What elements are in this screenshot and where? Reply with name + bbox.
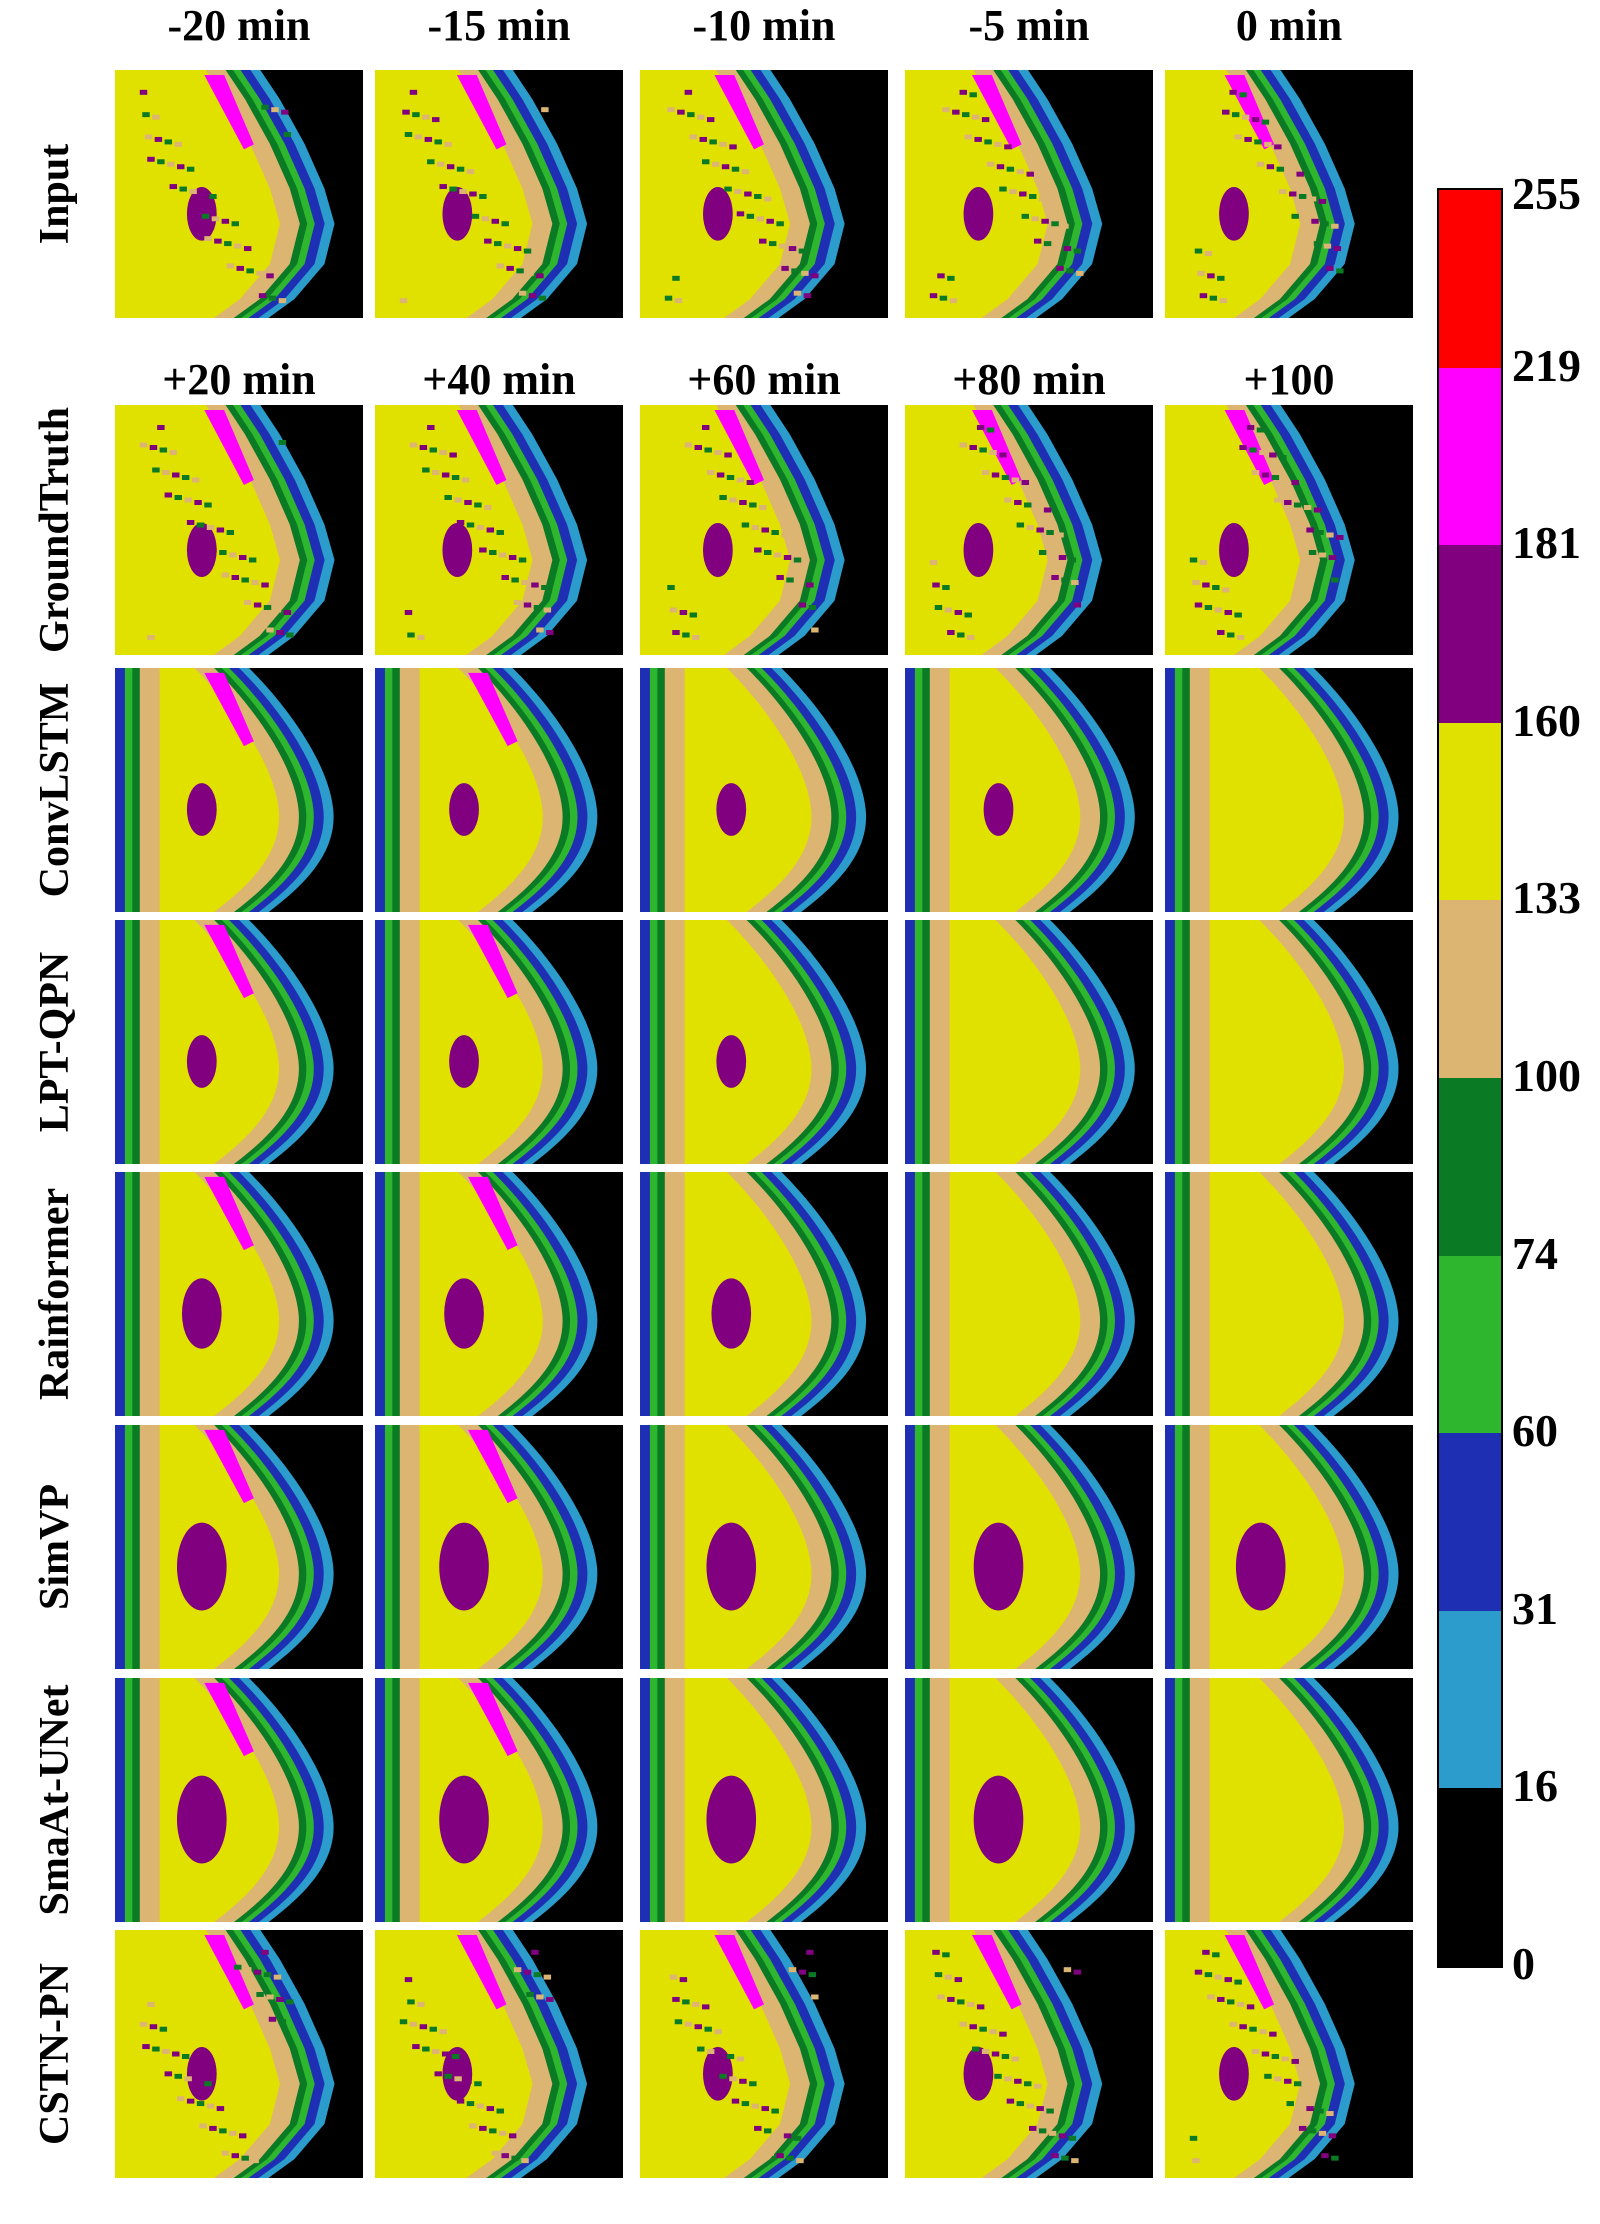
radar-panel-cstn-pn-3 xyxy=(640,1930,888,2178)
radar-panel-lpt-qpn-5 xyxy=(1165,920,1413,1164)
forecast-time-header: +100 xyxy=(1243,355,1335,404)
radar-panel-smaat-unet-5 xyxy=(1165,1678,1413,1922)
colorbar-tick-label: 181 xyxy=(1512,517,1581,569)
radar-panel-convlstm-5 xyxy=(1165,668,1413,912)
input-time-header: -20 min xyxy=(167,1,311,50)
radar-panel-cstn-pn-1 xyxy=(115,1930,363,2178)
radar-panel-input-4 xyxy=(905,70,1153,318)
radar-panel-rainformer-5 xyxy=(1165,1172,1413,1416)
radar-panel-groundtruth-1 xyxy=(115,405,363,655)
colorbar-tick-label: 60 xyxy=(1512,1405,1558,1457)
forecast-time-header: +80 min xyxy=(952,355,1106,404)
radar-panel-cstn-pn-5 xyxy=(1165,1930,1413,2178)
colorbar-tick-label: 219 xyxy=(1512,339,1581,391)
row-label-input: Input xyxy=(32,143,78,245)
radar-panel-rainformer-3 xyxy=(640,1172,888,1416)
radar-panel-lpt-qpn-1 xyxy=(115,920,363,1164)
forecast-time-header: +40 min xyxy=(422,355,576,404)
radar-panel-lpt-qpn-2 xyxy=(375,920,623,1164)
input-time-header: -15 min xyxy=(427,1,571,50)
radar-panel-input-5 xyxy=(1165,70,1413,318)
colorbar-tick-label: 100 xyxy=(1512,1050,1581,1101)
colorbar-tick-label: 31 xyxy=(1512,1582,1558,1634)
radar-panel-rainformer-2 xyxy=(375,1172,623,1416)
radar-panel-simvp-3 xyxy=(640,1425,888,1669)
colorbar-segment xyxy=(1439,190,1501,369)
radar-panel-convlstm-4 xyxy=(905,668,1153,912)
input-time-header: -5 min xyxy=(968,1,1090,50)
colorbar-tick-label: 255 xyxy=(1512,168,1581,219)
colorbar-tick-label: 74 xyxy=(1512,1227,1558,1279)
colorbar-tick-label: 16 xyxy=(1512,1760,1558,1812)
forecast-time-header: +60 min xyxy=(687,355,841,404)
colorbar-segment xyxy=(1439,1610,1501,1789)
colorbar xyxy=(1437,188,1503,1968)
colorbar-segment xyxy=(1439,1255,1501,1434)
radar-panel-input-2 xyxy=(375,70,623,318)
radar-panel-simvp-1 xyxy=(115,1425,363,1669)
input-time-header: -10 min xyxy=(692,1,836,50)
radar-panel-convlstm-3 xyxy=(640,668,888,912)
colorbar-segment xyxy=(1439,367,1501,546)
radar-panel-cstn-pn-4 xyxy=(905,1930,1153,2178)
colorbar-tick-label: 160 xyxy=(1512,694,1581,746)
radar-panel-input-3 xyxy=(640,70,888,318)
colorbar-segment xyxy=(1439,545,1501,724)
radar-panel-smaat-unet-3 xyxy=(640,1678,888,1922)
radar-panel-smaat-unet-1 xyxy=(115,1678,363,1922)
colorbar-segment xyxy=(1439,1433,1501,1612)
radar-panel-convlstm-2 xyxy=(375,668,623,912)
colorbar-tick-label: 133 xyxy=(1512,872,1581,924)
radar-panel-simvp-2 xyxy=(375,1425,623,1669)
radar-panel-simvp-4 xyxy=(905,1425,1153,1669)
radar-panel-lpt-qpn-3 xyxy=(640,920,888,1164)
colorbar-segment xyxy=(1439,1788,1501,1967)
radar-panel-groundtruth-4 xyxy=(905,405,1153,655)
colorbar-segment xyxy=(1439,1078,1501,1257)
radar-panel-groundtruth-3 xyxy=(640,405,888,655)
radar-panel-input-1 xyxy=(115,70,363,318)
radar-panel-rainformer-4 xyxy=(905,1172,1153,1416)
colorbar-segment xyxy=(1439,722,1501,901)
radar-panel-groundtruth-2 xyxy=(375,405,623,655)
colorbar-segment xyxy=(1439,900,1501,1079)
radar-panel-smaat-unet-4 xyxy=(905,1678,1153,1922)
input-time-header: 0 min xyxy=(1235,1,1343,50)
radar-panel-rainformer-1 xyxy=(115,1172,363,1416)
radar-panel-groundtruth-5 xyxy=(1165,405,1413,655)
radar-panel-convlstm-1 xyxy=(115,668,363,912)
radar-panel-cstn-pn-2 xyxy=(375,1930,623,2178)
radar-panel-smaat-unet-2 xyxy=(375,1678,623,1922)
radar-panel-lpt-qpn-4 xyxy=(905,920,1153,1164)
radar-panel-simvp-5 xyxy=(1165,1425,1413,1669)
forecast-time-header: +20 min xyxy=(162,355,316,404)
row-label-cstn-pn: CSTN-PN xyxy=(32,1963,78,2146)
colorbar-tick-label: 0 xyxy=(1512,1938,1535,1989)
